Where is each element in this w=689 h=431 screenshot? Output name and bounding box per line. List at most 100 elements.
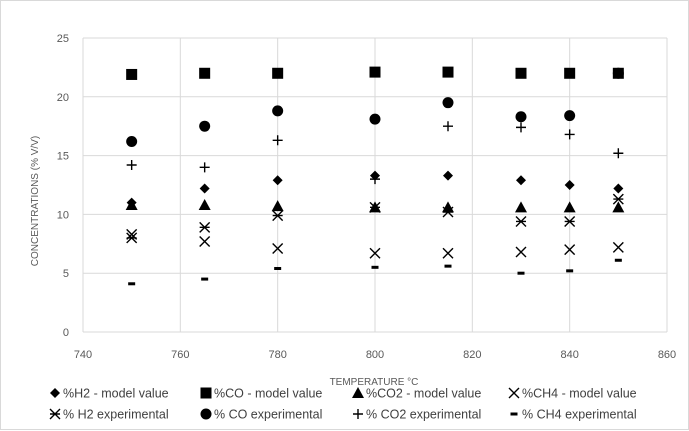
data-point-square [369,66,381,78]
data-point-triangle [198,198,211,210]
y-tick-label: 5 [63,268,69,280]
legend-item: % CO experimental [200,408,322,422]
data-point-star [515,215,527,227]
y-tick-label: 25 [57,33,69,45]
data-point-diamond [199,183,210,194]
data-point-circle [515,111,527,123]
x-tick-label: 820 [463,349,481,361]
legend-label: %H2 - model value [63,387,169,401]
data-point-star [442,206,454,218]
data-point-star [369,201,381,213]
data-point-square [199,67,211,79]
y-axis-title: CONCENTRATIONS (% V/V) [30,136,41,266]
data-point-dash [128,282,136,286]
data-point-x [612,241,624,253]
legend-item: % CH4 experimental [510,408,637,422]
data-point-circle [442,97,454,109]
data-point-dash [614,258,622,262]
data-point-plus [199,162,210,173]
x-tick-label: 840 [560,349,578,361]
x-tick-label: 800 [366,349,384,361]
data-point-square [564,67,576,79]
data-point-x [564,244,576,256]
data-point-circle [369,113,381,125]
legend-item: % CO2 experimental [353,408,481,422]
legend-label: %CO - model value [214,387,322,401]
data-point-square [272,67,284,79]
data-point-x [199,235,211,247]
tick-labels: 0 5 10 15 20 25 740 760 780 800 820 840 860 [57,33,676,361]
legend-marker-diamond [50,388,60,398]
data-point-x [272,243,284,254]
data-point-circle [126,135,138,147]
data-point-dash [566,269,574,273]
legend-item: %H2 - model value [50,387,169,401]
legend-marker-square [200,387,212,399]
data-point-diamond [613,183,624,194]
data-point-diamond [272,175,283,186]
data-point-square [515,67,527,79]
data-point-star [126,232,138,244]
data-point-plus [516,122,526,133]
data-point-circle [199,120,211,132]
data-point-dash [274,266,282,270]
legend: %H2 - model value %CO - model value %CO2 -… [49,387,637,422]
data-point-plus [370,174,380,185]
legend-label: %CO2 - model value [366,387,481,401]
data-point-triangle [125,198,138,210]
legend-marker-x [508,387,520,399]
data-point-triangle [563,201,576,213]
legend-marker-plus [353,409,363,419]
y-tick-label: 15 [57,151,69,163]
data-point-diamond [443,170,453,181]
gridlines [82,37,668,333]
data-point-x [515,246,527,258]
legend-marker-triangle [352,387,364,398]
legend-label: % CH4 experimental [522,408,637,422]
y-tick-label: 20 [57,92,69,104]
data-point-triangle [442,201,454,213]
legend-label: %CH4 - model value [522,387,637,401]
data-point-triangle [271,200,284,212]
data-point-star [272,210,284,222]
data-point-plus [613,148,624,159]
data-point-plus [443,121,453,132]
data-point-triangle [515,201,527,213]
x-axis-title: TEMPERATURE °C [330,377,419,388]
x-tick-label: 760 [171,349,189,361]
legend-label: % CO experimental [214,408,322,422]
data-point-dash [201,277,209,281]
legend-label: % CO2 experimental [366,408,481,422]
legend-item: %CO - model value [200,387,322,401]
data-point-square [126,68,138,80]
data-point-triangle [612,201,625,213]
data-point-plus [272,135,283,146]
data-point-dash [371,265,379,269]
data-point-square [442,66,454,78]
data-point-star [199,221,211,233]
legend-item: %CH4 - model value [508,387,637,401]
data-point-x [369,247,381,259]
data-points [125,66,625,286]
data-point-circle [272,105,284,117]
data-point-diamond [516,175,526,186]
data-point-dash [517,271,525,275]
legend-marker-dash [510,412,518,416]
legend-marker-circle [200,408,212,420]
data-point-star [612,193,624,205]
data-point-circle [564,110,576,122]
legend-marker-star [49,408,61,420]
data-point-diamond [564,180,575,190]
data-point-circle [612,67,624,79]
data-point-plus [564,129,575,140]
y-tick-label: 0 [63,327,69,339]
legend-item: % H2 experimental [49,408,169,422]
x-tick-label: 860 [658,349,676,361]
legend-label: % H2 experimental [63,408,169,422]
data-point-star [564,215,576,227]
data-point-dash [444,264,452,268]
x-tick-label: 740 [74,349,92,361]
data-point-x [442,247,454,259]
